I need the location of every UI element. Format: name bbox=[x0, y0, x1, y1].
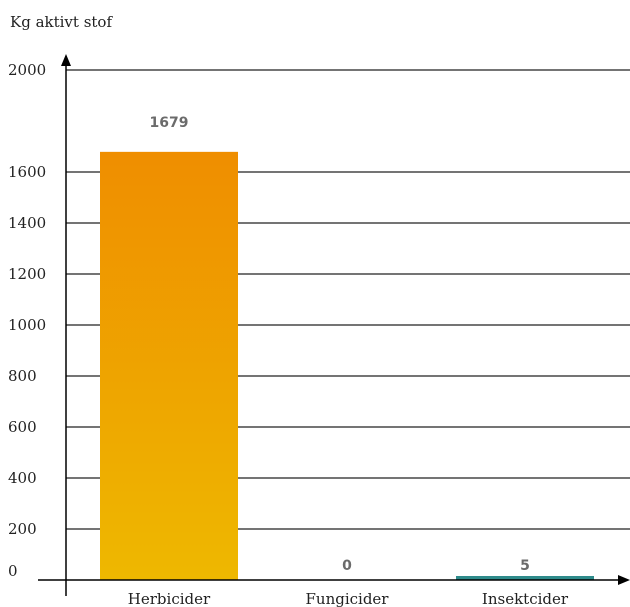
y-axis-arrow bbox=[61, 54, 71, 66]
y-tick-label: 1200 bbox=[8, 265, 46, 283]
y-axis-label: Kg aktivt stof bbox=[10, 13, 113, 31]
bar-herbicider bbox=[100, 151, 238, 581]
x-tick-label: Fungicider bbox=[306, 590, 390, 607]
axes bbox=[38, 54, 630, 596]
x-tick-label: Insektcider bbox=[482, 590, 569, 607]
bars bbox=[100, 151, 594, 581]
bar-insektcider bbox=[456, 576, 594, 580]
x-tick-label: Herbicider bbox=[128, 590, 211, 607]
labels: 0 200 400 600 800 1000 1200 1400 1600 2000 1679 Her… bbox=[8, 61, 569, 607]
data-label: 5 bbox=[520, 558, 530, 574]
y-tick-label: 1400 bbox=[8, 214, 46, 232]
y-tick-label: 2000 bbox=[8, 61, 46, 79]
y-tick-label: 400 bbox=[8, 469, 37, 487]
y-tick-label: 0 bbox=[8, 562, 18, 580]
y-tick-label: 200 bbox=[8, 520, 37, 538]
y-tick-label: 600 bbox=[8, 418, 37, 436]
data-label: 0 bbox=[342, 558, 352, 574]
y-tick-label: 1600 bbox=[8, 163, 46, 181]
y-tick-label: 1000 bbox=[8, 316, 46, 334]
x-axis-arrow bbox=[618, 575, 630, 585]
data-label: 1679 bbox=[150, 115, 189, 131]
y-tick-label: 800 bbox=[8, 367, 37, 385]
